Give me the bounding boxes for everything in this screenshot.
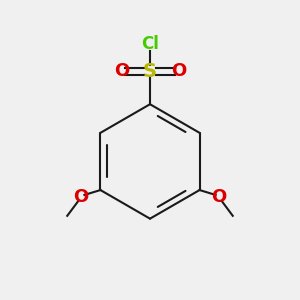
- Text: O: O: [114, 62, 129, 80]
- Text: O: O: [171, 62, 186, 80]
- Text: Cl: Cl: [141, 35, 159, 53]
- Text: S: S: [143, 62, 157, 81]
- Text: O: O: [74, 188, 88, 206]
- Text: O: O: [212, 188, 226, 206]
